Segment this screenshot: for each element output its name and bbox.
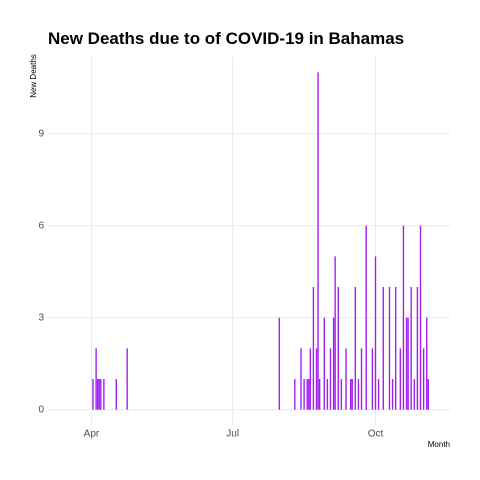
bar bbox=[410, 287, 412, 410]
bar bbox=[332, 317, 335, 410]
bar bbox=[96, 379, 99, 410]
bar bbox=[329, 348, 332, 410]
bar bbox=[95, 348, 97, 410]
bar bbox=[312, 287, 315, 410]
bar bbox=[377, 379, 380, 410]
bar bbox=[388, 287, 391, 410]
bar bbox=[402, 225, 405, 410]
bar bbox=[92, 379, 94, 410]
bar bbox=[416, 287, 419, 410]
y-tick-label: 3 bbox=[38, 312, 44, 323]
chart-title: New Deaths due to of COVID-19 in Bahamas bbox=[48, 29, 404, 48]
bar bbox=[357, 379, 360, 410]
bar bbox=[422, 348, 425, 410]
bar bbox=[315, 348, 318, 410]
bar bbox=[323, 317, 325, 410]
bar bbox=[382, 287, 384, 410]
bar bbox=[278, 317, 280, 410]
bar bbox=[374, 256, 377, 410]
x-tick-label: Jul bbox=[226, 429, 239, 440]
bar bbox=[115, 379, 117, 410]
bar bbox=[340, 379, 343, 410]
bar bbox=[308, 379, 310, 410]
bar bbox=[351, 379, 353, 410]
bar bbox=[365, 225, 367, 410]
bar bbox=[98, 379, 100, 410]
y-tick-label: 9 bbox=[38, 128, 44, 139]
bar bbox=[371, 348, 374, 410]
bar bbox=[303, 379, 305, 410]
bar bbox=[345, 348, 347, 410]
bar bbox=[103, 379, 105, 410]
bar bbox=[407, 317, 409, 410]
y-tick-label: 0 bbox=[38, 404, 44, 415]
x-tick-label: Apr bbox=[84, 429, 100, 440]
bar bbox=[337, 287, 339, 410]
bar bbox=[349, 379, 352, 410]
bar bbox=[354, 287, 357, 410]
bar bbox=[306, 379, 308, 410]
bar bbox=[318, 379, 321, 410]
bar bbox=[427, 379, 429, 410]
bar bbox=[309, 348, 312, 410]
bar bbox=[413, 379, 415, 410]
bar bbox=[426, 317, 428, 410]
y-axis-title: New Deaths bbox=[29, 54, 38, 98]
bar bbox=[360, 348, 363, 410]
x-axis-title: Month bbox=[428, 440, 450, 449]
x-tick-label: Oct bbox=[368, 429, 384, 440]
bar bbox=[300, 348, 302, 410]
bar bbox=[394, 287, 397, 410]
bar bbox=[326, 379, 329, 410]
bar bbox=[317, 72, 319, 410]
bar bbox=[405, 317, 408, 410]
bar bbox=[126, 348, 128, 410]
y-tick-label: 6 bbox=[38, 220, 44, 231]
bar bbox=[294, 379, 296, 410]
bar bbox=[419, 225, 422, 410]
bar bbox=[334, 256, 336, 410]
bar bbox=[100, 379, 102, 410]
bar bbox=[399, 348, 402, 410]
bar bbox=[391, 379, 394, 410]
